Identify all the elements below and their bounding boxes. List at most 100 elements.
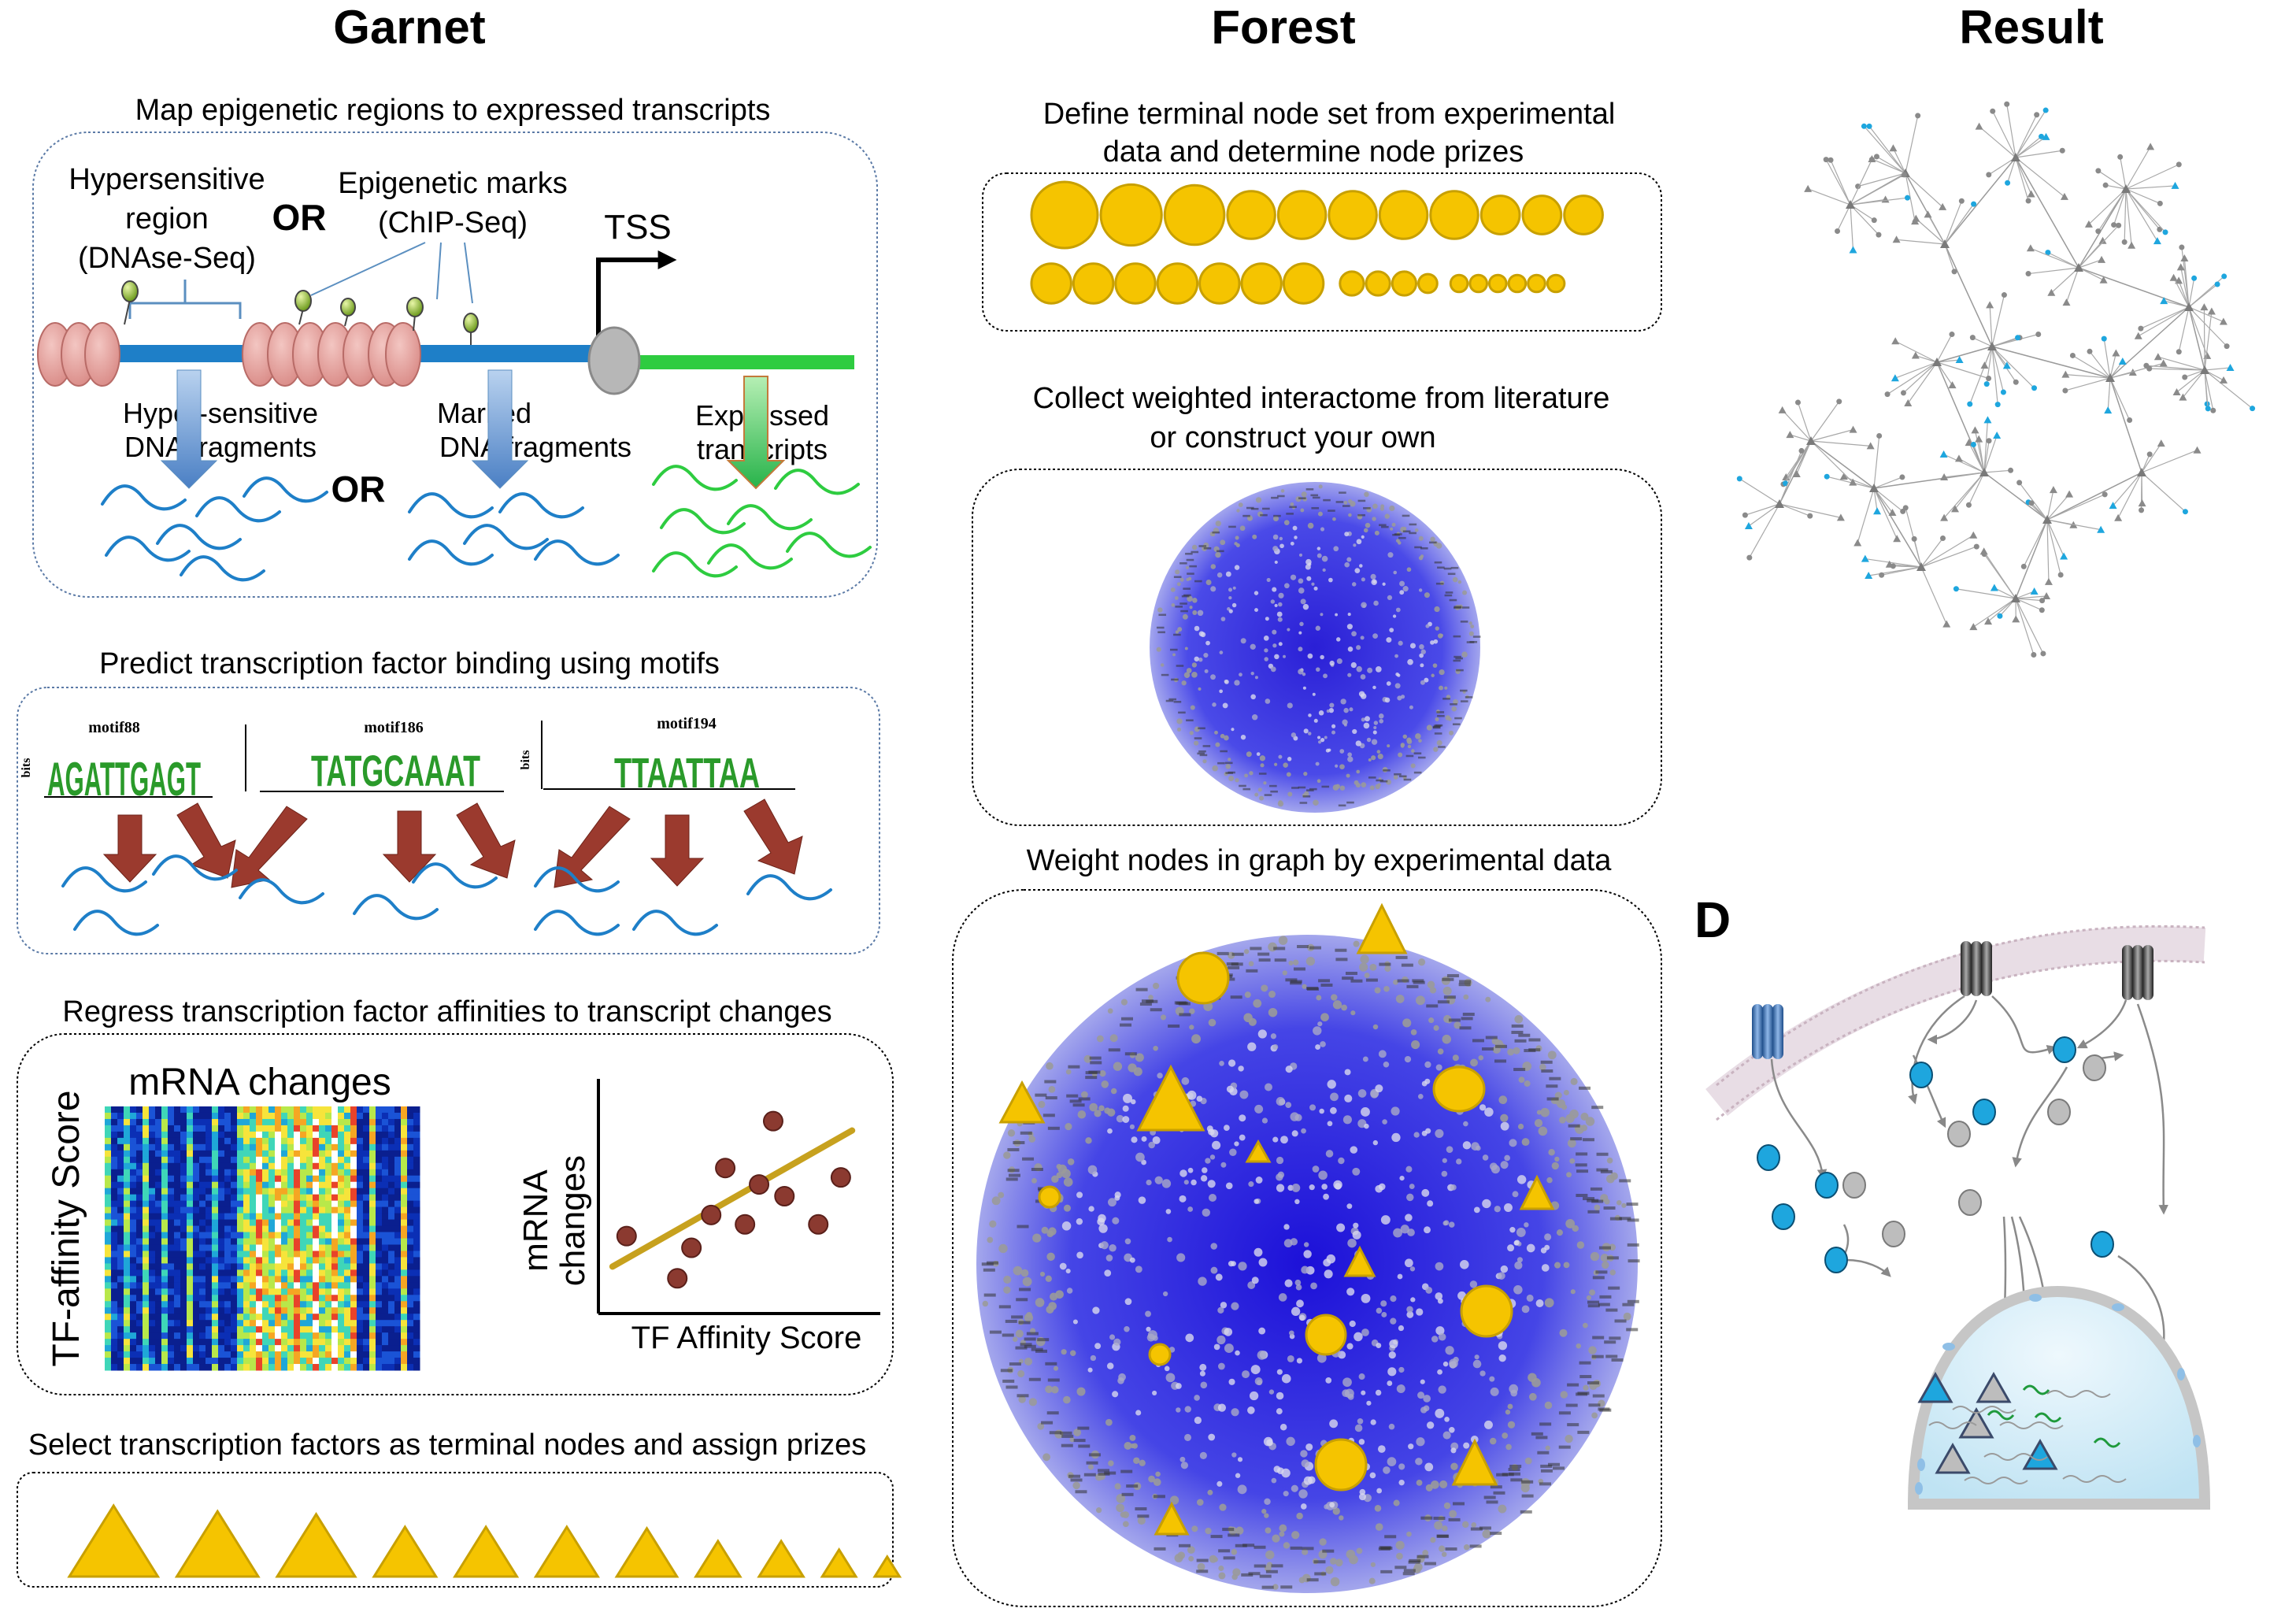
network-node bbox=[1316, 736, 1321, 739]
network-node bbox=[1378, 1183, 1386, 1191]
network-label bbox=[1070, 1478, 1083, 1482]
heatmap-cell bbox=[294, 1345, 301, 1352]
network-label bbox=[1449, 598, 1457, 602]
network-node bbox=[1366, 737, 1372, 743]
heatmap-cell bbox=[193, 1263, 200, 1270]
heatmap-cell bbox=[275, 1219, 282, 1227]
network-node bbox=[1356, 769, 1361, 774]
heatmap-cell bbox=[187, 1364, 194, 1371]
heatmap-cell bbox=[287, 1269, 294, 1277]
heatmap-cell bbox=[187, 1219, 194, 1227]
heatmap-cell bbox=[401, 1169, 408, 1177]
heatmap-cell bbox=[363, 1263, 370, 1270]
tree-edge bbox=[1968, 472, 1985, 506]
network-node bbox=[1347, 646, 1354, 652]
heatmap-cell bbox=[313, 1219, 320, 1227]
network-label bbox=[1541, 1069, 1554, 1073]
network-node bbox=[1332, 1000, 1342, 1010]
heatmap-cell bbox=[105, 1251, 112, 1258]
network-node bbox=[1372, 1024, 1379, 1030]
network-node bbox=[1439, 1480, 1448, 1488]
network-node bbox=[1276, 611, 1283, 617]
network-node bbox=[1402, 526, 1407, 531]
heatmap-cell bbox=[250, 1143, 257, 1151]
heatmap-cell bbox=[413, 1358, 420, 1365]
heatmap-cell bbox=[331, 1358, 339, 1365]
heatmap-cell bbox=[281, 1194, 288, 1202]
network-label bbox=[1017, 1225, 1029, 1228]
network-node bbox=[1231, 1573, 1238, 1581]
network-node bbox=[1391, 1106, 1400, 1116]
heatmap-cell bbox=[256, 1194, 263, 1202]
heatmap-cell bbox=[306, 1169, 313, 1177]
heatmap-cell bbox=[300, 1118, 307, 1126]
network-label bbox=[1459, 1026, 1472, 1030]
network-node bbox=[1398, 1463, 1405, 1470]
heatmap-cell bbox=[325, 1112, 332, 1120]
heatmap-cell bbox=[300, 1125, 307, 1132]
heatmap-cell bbox=[300, 1339, 307, 1346]
network-label bbox=[1511, 1024, 1524, 1028]
network-label bbox=[1437, 566, 1445, 569]
heatmap-cell bbox=[262, 1225, 269, 1233]
garnet-step1-title: Map epigenetic regions to expressed tran… bbox=[135, 94, 771, 127]
motif-bits-3: bits bbox=[519, 750, 532, 770]
heatmap-cell bbox=[313, 1125, 320, 1132]
network-label bbox=[1120, 1023, 1132, 1027]
heatmap-cell bbox=[174, 1106, 181, 1114]
network-node bbox=[1424, 1078, 1431, 1084]
heatmap-cell bbox=[268, 1125, 276, 1132]
network-label bbox=[1286, 513, 1294, 515]
transcript-segment bbox=[626, 355, 854, 369]
network-node bbox=[1445, 1346, 1454, 1355]
heatmap-cell bbox=[206, 1314, 213, 1321]
heatmap-cell bbox=[224, 1238, 231, 1245]
network-node bbox=[1318, 484, 1323, 489]
tree-edge bbox=[1796, 440, 1812, 475]
heatmap-cell bbox=[161, 1232, 168, 1239]
heatmap-cell bbox=[413, 1112, 420, 1120]
heatmap-cell bbox=[130, 1358, 137, 1365]
network-node bbox=[991, 1196, 1001, 1206]
heatmap-cell bbox=[199, 1307, 206, 1314]
network-node bbox=[1280, 1136, 1288, 1144]
network-node bbox=[1003, 1286, 1011, 1294]
heatmap-cell bbox=[117, 1269, 124, 1277]
network-node bbox=[1329, 660, 1335, 666]
heatmap-cell bbox=[168, 1314, 175, 1321]
network-label bbox=[1426, 1004, 1439, 1008]
network-node bbox=[1274, 762, 1278, 766]
heatmap-cell bbox=[394, 1301, 402, 1308]
heatmap-cell bbox=[149, 1307, 156, 1314]
heatmap-cell bbox=[199, 1150, 206, 1158]
tree-leaf-node bbox=[1969, 335, 1976, 341]
heatmap-cell bbox=[243, 1320, 250, 1327]
garnet-step4-box bbox=[17, 1472, 894, 1588]
heatmap-cell bbox=[168, 1200, 175, 1208]
heatmap-cell bbox=[155, 1345, 162, 1352]
heatmap-cell bbox=[224, 1219, 231, 1227]
network-label bbox=[1098, 1472, 1110, 1476]
network-node bbox=[1219, 1503, 1227, 1511]
heatmap-cell bbox=[243, 1295, 250, 1302]
tree-edge bbox=[1807, 188, 1851, 206]
network-node bbox=[1370, 1419, 1376, 1425]
tree-leaf-triangle bbox=[1804, 184, 1813, 192]
network-node bbox=[1228, 1260, 1235, 1267]
network-label bbox=[1509, 1464, 1522, 1468]
network-label bbox=[1611, 1358, 1624, 1362]
network-node bbox=[1098, 1105, 1105, 1112]
heatmap-cell bbox=[105, 1188, 112, 1195]
network-label bbox=[1000, 1369, 1013, 1373]
network-node bbox=[1184, 647, 1188, 650]
heatmap-cell bbox=[250, 1238, 257, 1245]
heatmap-cell bbox=[325, 1143, 332, 1151]
heatmap-cell bbox=[338, 1156, 345, 1164]
heatmap-cell bbox=[331, 1137, 339, 1145]
heatmap-cell bbox=[287, 1238, 294, 1245]
tree-edge bbox=[1994, 587, 2016, 599]
garnet-step2-panel: Predict transcription factor binding usi… bbox=[17, 647, 880, 954]
heatmap-cell bbox=[369, 1263, 376, 1270]
heatmap-cell bbox=[117, 1125, 124, 1132]
heatmap-cell bbox=[350, 1251, 357, 1258]
